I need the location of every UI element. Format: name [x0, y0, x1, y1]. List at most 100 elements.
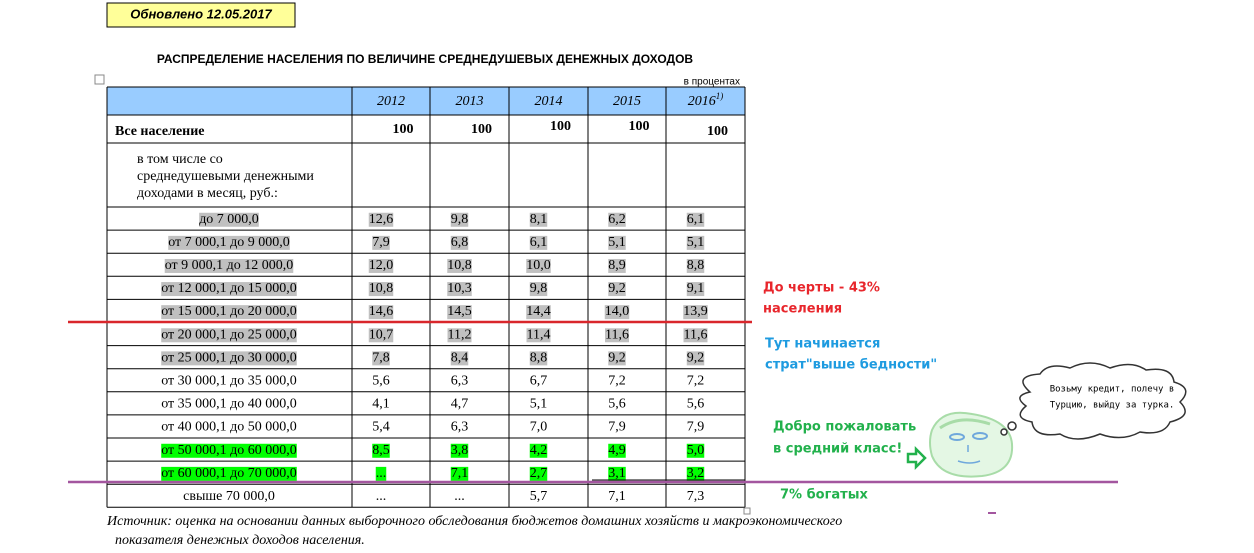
highlight [686, 351, 705, 366]
source-line: Источник: оценка на основании данных выб… [106, 514, 842, 529]
row-label: от 35 000,1 до 40 000,0 [161, 397, 297, 412]
highlight [450, 443, 469, 458]
cell-value: 2,7 [530, 466, 548, 481]
cell-value: 6,7 [530, 373, 548, 388]
cell-value: 9,1 [687, 281, 705, 296]
row-label: от 25 000,1 до 30 000,0 [161, 350, 297, 365]
highlight [683, 328, 708, 343]
row-label: до 7 000,0 [199, 212, 259, 227]
row-label: от 9 000,1 до 12 000,0 [165, 258, 294, 273]
year: 20161) [688, 91, 724, 109]
face [929, 411, 1014, 478]
highlight [608, 351, 626, 366]
highlight [450, 466, 469, 481]
cell-value: 5,1 [687, 235, 705, 250]
poverty-note: населения [763, 302, 842, 317]
table: 2012 2013 2014 2015 20161) Все население 100 10… [106, 86, 746, 508]
highlight [161, 351, 297, 366]
update-note: Обновлено 12.05.2017 [130, 6, 272, 21]
highlight [686, 466, 705, 481]
highlight [372, 235, 390, 250]
cell-value: 6,3 [451, 373, 469, 388]
cell-value: 11,4 [527, 327, 551, 342]
highlight [164, 258, 294, 273]
cell-value: 5,0 [687, 443, 705, 458]
stratum-note: Тут начинается [765, 337, 880, 352]
year: 2015 [613, 94, 641, 109]
cell-value: 7,1 [451, 466, 469, 481]
cell-value: 7,2 [687, 373, 705, 388]
arrow [906, 445, 927, 471]
cell-value: 8,8 [687, 258, 705, 273]
highlight [368, 282, 394, 297]
highlight [608, 212, 626, 227]
cell-value: 5,6 [372, 373, 390, 388]
cell-value: 9,2 [608, 350, 626, 365]
highlight [161, 305, 297, 320]
highlight [529, 466, 548, 481]
cell-value: 4,7 [451, 397, 469, 412]
resize-handle [743, 507, 751, 515]
subheader: доходами в месяц, руб.: [137, 186, 278, 201]
middle-note: Добро пожаловать [773, 420, 916, 435]
highlight [161, 466, 297, 481]
cell-value: ... [376, 489, 387, 504]
highlight [161, 443, 297, 458]
highlight [368, 258, 394, 273]
cell-value: ... [376, 466, 387, 481]
total-label: Все население [115, 124, 205, 139]
highlight [526, 328, 551, 343]
cell-value: 4,2 [530, 443, 548, 458]
row-label: от 60 000,1 до 70 000,0 [161, 466, 297, 481]
cell-value: 5,4 [372, 420, 390, 435]
cell-value: 5,7 [530, 489, 548, 504]
highlight [529, 235, 548, 250]
cell-value: 7,9 [372, 235, 390, 250]
poverty-note: До черты - 43% [763, 281, 880, 296]
title: РАСПРЕДЕЛЕНИЕ НАСЕЛЕНИЯ ПО ВЕЛИЧИНЕ СРЕД… [157, 52, 694, 66]
total-value: 100 [550, 119, 571, 134]
total-value: 100 [393, 122, 414, 137]
highlight [447, 328, 472, 343]
highlight [368, 212, 394, 227]
highlight [686, 282, 705, 297]
stratum-note: страт"выше бедности" [765, 358, 937, 373]
cell-value: 14,5 [447, 304, 472, 319]
cell-value: 8,4 [451, 350, 469, 365]
row-label: свыше 70 000,0 [183, 489, 275, 504]
cell-value: 13,9 [683, 304, 708, 319]
cell-value: 7,0 [530, 420, 548, 435]
cell-value: 10,7 [369, 327, 394, 342]
highlight [608, 235, 626, 250]
highlight [526, 305, 551, 320]
cell-value: 9,2 [608, 281, 626, 296]
cell-value: 12,0 [369, 258, 394, 273]
cell-value: 10,0 [526, 258, 551, 273]
highlight [447, 258, 472, 273]
cell-value: 6,8 [451, 235, 469, 250]
cell-value: 7,2 [608, 373, 626, 388]
year: 2012 [377, 94, 405, 109]
cell-value: 10,8 [447, 258, 472, 273]
cell-value: 7,3 [687, 489, 705, 504]
highlight [608, 443, 626, 458]
cell-value: 5,1 [608, 235, 626, 250]
table-handle [94, 74, 105, 85]
cell-value: 8,9 [608, 258, 626, 273]
cell-value: 8,8 [530, 350, 548, 365]
highlight [375, 466, 387, 481]
row-label: от 12 000,1 до 15 000,0 [161, 281, 297, 296]
row-label: от 50 000,1 до 60 000,0 [161, 443, 297, 458]
rich-note: 7% богатых [780, 488, 868, 503]
cell-value: 9,8 [530, 281, 548, 296]
highlight [686, 212, 705, 227]
cell-value: 3,1 [608, 466, 626, 481]
year: 2013 [456, 94, 484, 109]
highlight [529, 443, 548, 458]
source-line: показателя денежных доходов населения. [115, 533, 365, 548]
highlight [450, 351, 469, 366]
total-value: 100 [471, 122, 492, 137]
year: 2014 [535, 94, 563, 109]
total-value: 100 [707, 124, 728, 139]
